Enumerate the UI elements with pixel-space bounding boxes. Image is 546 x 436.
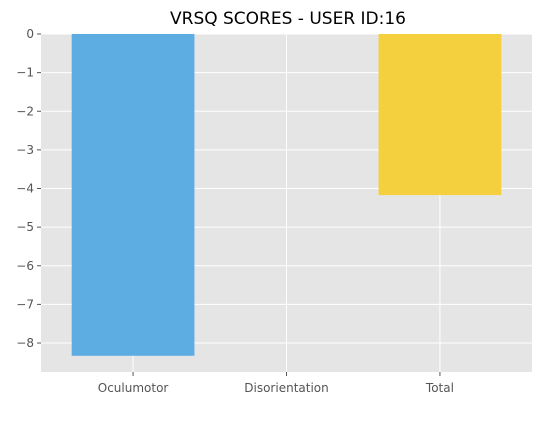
x-axis-ticks: Oculumotor Disorientation Total bbox=[98, 372, 454, 395]
y-tick-label: −2 bbox=[16, 104, 34, 118]
y-tick-label: −6 bbox=[16, 259, 34, 273]
y-tick-label: −3 bbox=[16, 143, 34, 157]
y-tick-label: 0 bbox=[26, 27, 34, 41]
y-tick-label: −8 bbox=[16, 336, 34, 350]
y-tick-label: −5 bbox=[16, 220, 34, 234]
chart-title: VRSQ SCORES - USER ID:16 bbox=[170, 9, 406, 29]
y-tick-label: −4 bbox=[16, 182, 34, 196]
x-tick-label: Disorientation bbox=[244, 381, 328, 395]
bars bbox=[71, 34, 502, 356]
bar-oculumotor bbox=[71, 34, 195, 356]
bar-total bbox=[378, 34, 502, 196]
x-tick-label: Total bbox=[425, 381, 454, 395]
y-tick-label: −7 bbox=[16, 297, 34, 311]
y-axis-ticks: 0 −1 −2 −3 −4 −5 −6 −7 −8 bbox=[16, 27, 41, 350]
x-tick-label: Oculumotor bbox=[98, 381, 169, 395]
y-tick-label: −1 bbox=[16, 66, 34, 80]
